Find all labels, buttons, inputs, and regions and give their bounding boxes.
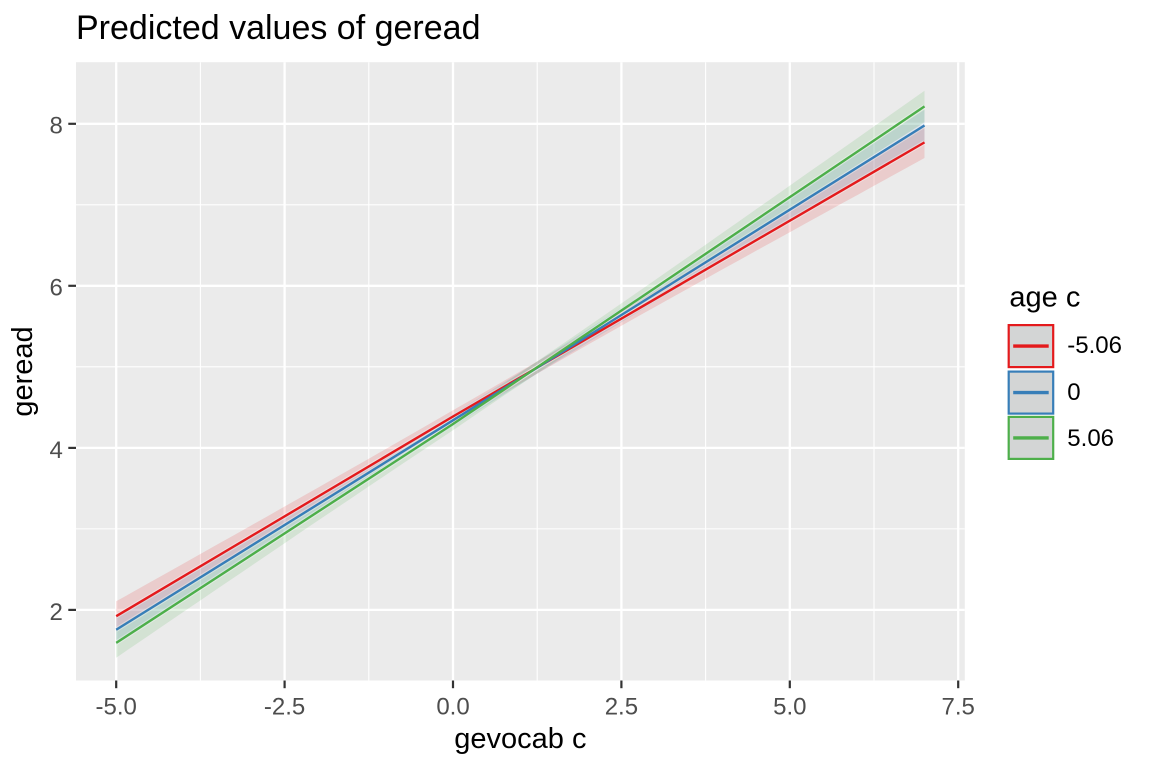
svg-text:Predicted values of geread: Predicted values of geread xyxy=(76,9,480,47)
svg-text:0.0: 0.0 xyxy=(436,694,469,721)
svg-text:0: 0 xyxy=(1067,379,1080,406)
svg-text:geread: geread xyxy=(7,326,39,416)
svg-text:-5.06: -5.06 xyxy=(1067,332,1122,359)
svg-text:-2.5: -2.5 xyxy=(264,694,305,721)
svg-text:6: 6 xyxy=(49,275,62,302)
svg-text:age c: age c xyxy=(1009,281,1080,313)
svg-text:2.5: 2.5 xyxy=(605,694,638,721)
svg-text:gevocab c: gevocab c xyxy=(454,723,586,755)
svg-text:4: 4 xyxy=(49,437,62,464)
svg-text:7.5: 7.5 xyxy=(942,694,975,721)
svg-text:5.06: 5.06 xyxy=(1067,425,1114,452)
svg-text:-5.0: -5.0 xyxy=(96,694,137,721)
svg-text:2: 2 xyxy=(49,599,62,626)
svg-text:8: 8 xyxy=(49,113,62,140)
svg-text:5.0: 5.0 xyxy=(773,694,806,721)
